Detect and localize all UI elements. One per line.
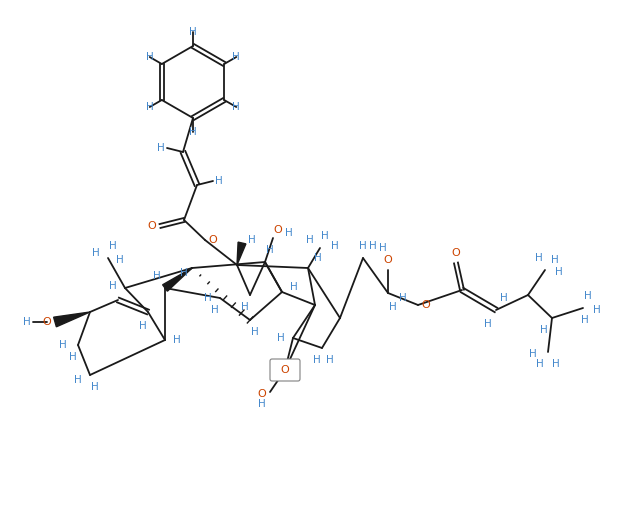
Text: H: H xyxy=(290,282,298,292)
Text: H: H xyxy=(23,317,31,327)
Text: H: H xyxy=(232,102,240,112)
Text: H: H xyxy=(69,352,77,362)
Text: H: H xyxy=(109,281,117,291)
Text: H: H xyxy=(555,267,563,277)
Text: H: H xyxy=(581,315,589,325)
Text: H: H xyxy=(551,255,559,265)
Text: H: H xyxy=(306,235,314,245)
Text: H: H xyxy=(359,241,367,251)
Text: H: H xyxy=(91,382,99,392)
Text: H: H xyxy=(189,27,197,37)
Text: H: H xyxy=(314,253,322,263)
Text: H: H xyxy=(535,253,543,263)
Text: H: H xyxy=(389,302,397,312)
Text: H: H xyxy=(109,241,117,251)
Text: H: H xyxy=(146,52,154,62)
Text: H: H xyxy=(204,293,212,303)
Text: H: H xyxy=(157,143,165,153)
Text: H: H xyxy=(540,325,548,335)
Text: H: H xyxy=(321,231,329,241)
Text: H: H xyxy=(92,248,100,258)
Text: H: H xyxy=(173,335,181,345)
FancyBboxPatch shape xyxy=(270,359,300,381)
Text: O: O xyxy=(208,235,217,245)
Text: H: H xyxy=(258,399,266,409)
Text: H: H xyxy=(536,359,544,369)
Text: H: H xyxy=(552,359,560,369)
Text: H: H xyxy=(241,302,249,312)
Text: H: H xyxy=(593,305,601,315)
Text: O: O xyxy=(148,221,156,231)
Text: H: H xyxy=(189,127,197,137)
Text: H: H xyxy=(146,102,154,112)
Text: H: H xyxy=(116,255,124,265)
Text: H: H xyxy=(277,333,285,343)
Text: H: H xyxy=(153,271,161,281)
Text: H: H xyxy=(379,243,387,253)
Text: O: O xyxy=(422,300,430,310)
Text: O: O xyxy=(42,317,51,327)
Text: O: O xyxy=(274,225,282,235)
Text: H: H xyxy=(211,305,219,315)
Text: H: H xyxy=(266,245,274,255)
Text: H: H xyxy=(331,241,339,251)
Text: H: H xyxy=(180,268,188,278)
Text: H: H xyxy=(215,176,223,186)
Polygon shape xyxy=(237,242,246,265)
Text: H: H xyxy=(484,319,492,329)
Text: H: H xyxy=(399,293,407,303)
Text: H: H xyxy=(59,340,67,350)
Text: H: H xyxy=(369,241,377,251)
Text: H: H xyxy=(500,293,508,303)
Text: O: O xyxy=(258,389,266,399)
Text: O: O xyxy=(384,255,392,265)
Text: H: H xyxy=(232,52,240,62)
Polygon shape xyxy=(53,312,90,327)
Text: O: O xyxy=(451,248,460,258)
Text: H: H xyxy=(313,355,321,365)
Text: H: H xyxy=(529,349,537,359)
Text: H: H xyxy=(139,321,147,331)
Polygon shape xyxy=(163,268,192,291)
Text: H: H xyxy=(251,327,259,337)
Text: H: H xyxy=(584,291,592,301)
Text: H: H xyxy=(248,235,256,245)
Text: H: H xyxy=(285,228,293,238)
Text: H: H xyxy=(74,375,82,385)
Text: H: H xyxy=(326,355,334,365)
Text: O: O xyxy=(280,365,289,375)
